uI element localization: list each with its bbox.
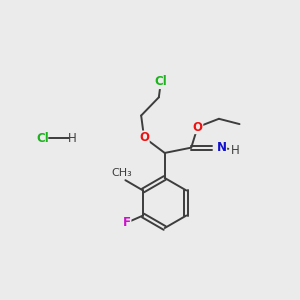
Text: O: O	[139, 131, 149, 144]
Text: Cl: Cl	[36, 132, 49, 145]
Text: N: N	[217, 141, 226, 154]
Text: H: H	[68, 132, 76, 145]
Text: O: O	[193, 121, 203, 134]
Text: CH₃: CH₃	[112, 168, 132, 178]
Text: H: H	[231, 143, 240, 157]
Text: Cl: Cl	[154, 76, 167, 88]
Text: F: F	[123, 216, 131, 230]
